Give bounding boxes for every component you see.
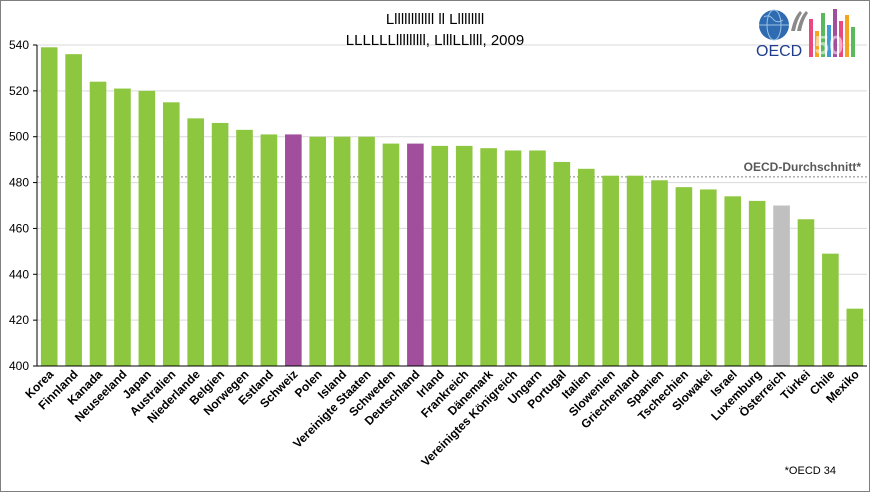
bar-26 <box>675 187 693 366</box>
bar-28 <box>724 196 742 366</box>
y-tick-label: 520 <box>9 84 29 98</box>
bar-12 <box>333 136 351 366</box>
bar-33 <box>846 308 864 366</box>
bar-6 <box>187 118 204 366</box>
bar-18 <box>480 148 497 366</box>
bar-14 <box>382 143 400 366</box>
bar-25 <box>651 180 668 366</box>
bar-8 <box>236 129 253 366</box>
y-tick-label: 540 <box>9 38 29 52</box>
y-tick-label: 440 <box>9 267 29 281</box>
y-tick-label: 480 <box>9 176 29 190</box>
gridlines <box>37 44 867 367</box>
y-tick-label: 460 <box>9 221 29 235</box>
logo-oecd-text: OECD <box>756 43 802 60</box>
reference-line-group: OECD-Durchschnitt* <box>37 160 867 178</box>
bar-16 <box>431 145 449 366</box>
bar-27 <box>700 189 717 366</box>
bar-29 <box>748 200 766 366</box>
bar-4 <box>138 90 156 366</box>
bar-15 <box>407 143 424 366</box>
bar-3 <box>114 88 131 367</box>
bar-19 <box>504 150 522 366</box>
bar-7 <box>211 122 229 366</box>
bar-0 <box>40 47 58 367</box>
bar-11 <box>309 136 327 366</box>
bar-21 <box>553 161 571 366</box>
bar-30 <box>773 205 790 366</box>
bar-2 <box>89 81 107 366</box>
bar-9 <box>260 134 278 366</box>
oecd-average-label: OECD-Durchschnitt* <box>744 160 862 174</box>
bar-1 <box>65 54 82 367</box>
swoosh-icon <box>791 11 808 31</box>
bar-32 <box>822 253 839 366</box>
bar-23 <box>602 175 619 366</box>
logo-50-bars <box>809 9 855 57</box>
y-tick-label: 500 <box>9 130 29 144</box>
footnote: *OECD 34 <box>785 465 836 477</box>
chart-title-line-2: LLLLLLlllllllll, LlllLLllll, 2009 <box>346 32 524 49</box>
bar-13 <box>358 136 375 366</box>
bar-31 <box>797 219 815 366</box>
bar-17 <box>455 145 473 366</box>
logo-50-text: 50 <box>815 30 844 60</box>
bar-5 <box>162 102 180 367</box>
category-labels: KoreaFinnlandKanadaNeuseelandJapanAustra… <box>22 367 862 470</box>
oecd-50-logo: OECD 50 <box>756 9 855 60</box>
bar-20 <box>529 150 546 366</box>
bar-10 <box>285 134 302 366</box>
globe-icon <box>759 9 789 41</box>
axes: 400 420 440 460 480 500 520 540 <box>9 38 867 373</box>
bars <box>40 47 864 367</box>
bar-24 <box>626 175 644 366</box>
bar-22 <box>577 168 595 366</box>
chart-title-line-1: Lllllllllllll ll Lllllllll <box>386 11 484 28</box>
y-tick-label: 420 <box>9 313 29 327</box>
y-tick-label: 400 <box>9 359 29 373</box>
